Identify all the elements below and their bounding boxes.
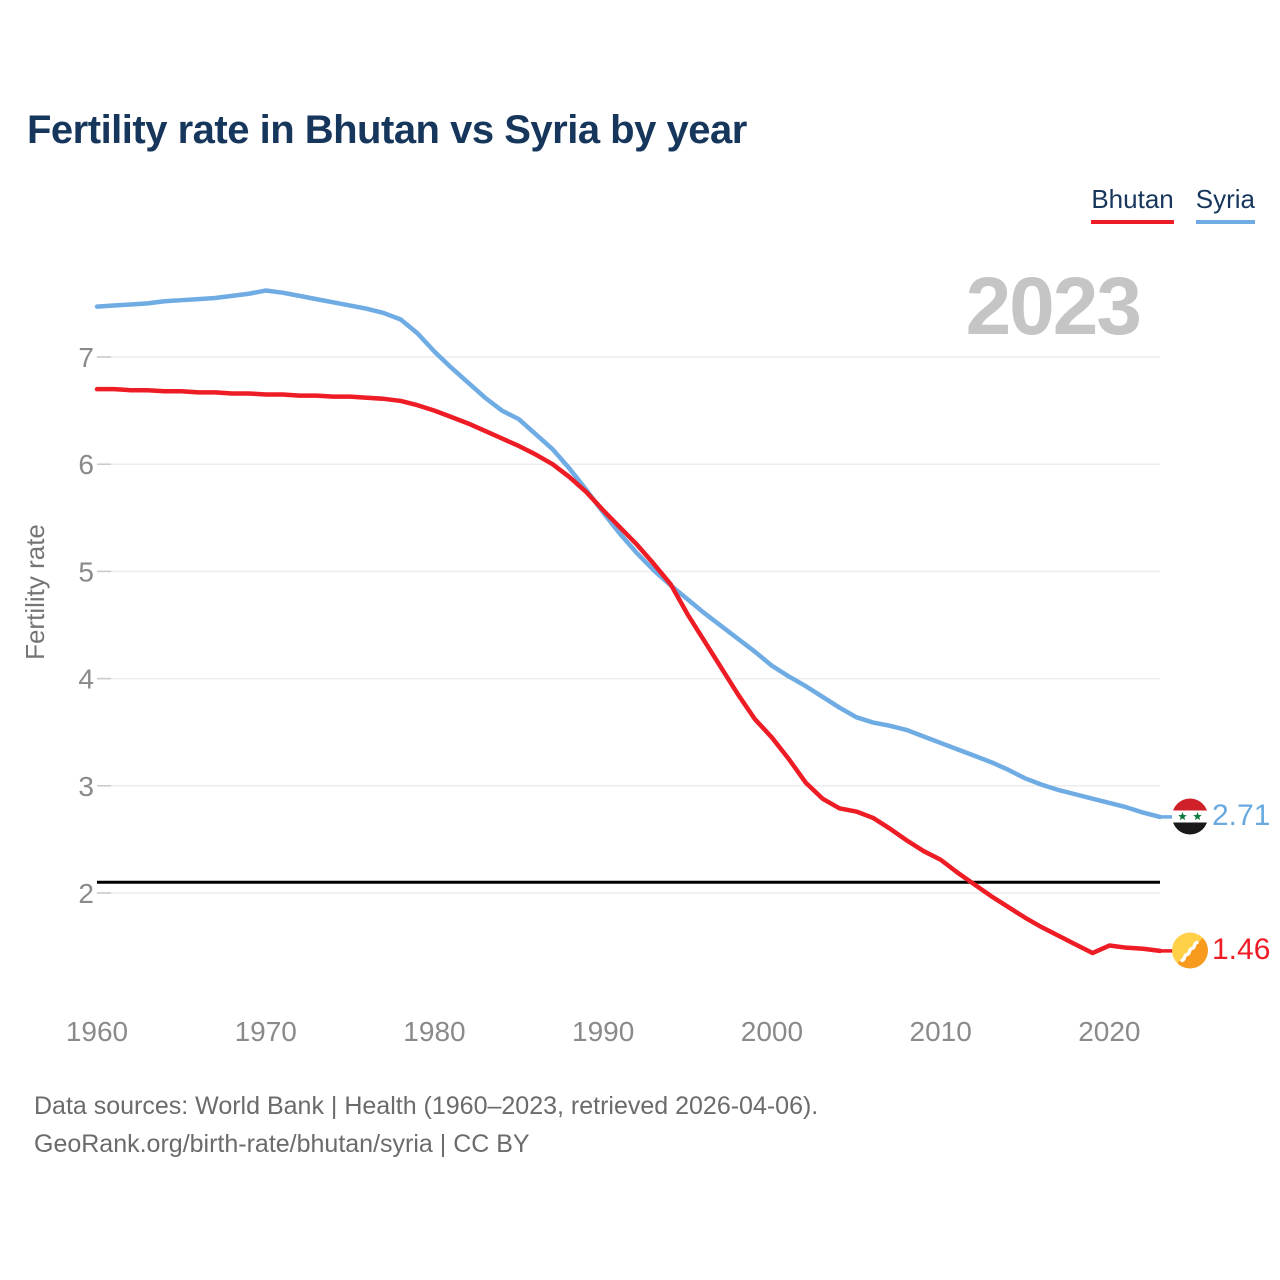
y-tick-label: 6	[78, 449, 94, 480]
syria-end-value: 2.71	[1212, 799, 1271, 832]
x-tick-label: 2010	[910, 1016, 972, 1047]
legend: Bhutan Syria	[1091, 184, 1255, 224]
y-axis-title: Fertility rate	[20, 524, 50, 660]
line-syria	[94, 288, 1163, 820]
bhutan-end-value: 1.46	[1212, 933, 1271, 966]
y-tick-label: 4	[78, 664, 94, 695]
legend-item-syria[interactable]: Syria	[1195, 184, 1255, 224]
footer: Data sources: World Bank | Health (1960–…	[34, 1087, 818, 1163]
syria-flag-icon	[1172, 798, 1208, 835]
footer-sources: Data sources: World Bank | Health (1960–…	[34, 1092, 819, 1120]
footer-link: GeoRank.org/birth-rate/bhutan/syria | CC…	[34, 1130, 530, 1158]
year-watermark: 2023	[965, 261, 1142, 352]
x-tick-label: 2000	[741, 1016, 803, 1047]
legend-item-bhutan[interactable]: Bhutan	[1091, 184, 1174, 224]
y-tick-label: 3	[78, 771, 94, 802]
x-tick-label: 1960	[66, 1016, 128, 1047]
bhutan-flag-icon	[1172, 932, 1208, 969]
y-tick-label: 5	[78, 556, 94, 587]
x-tick-label: 1980	[403, 1016, 465, 1047]
x-tick-label: 1990	[572, 1016, 634, 1047]
x-tick-label: 2020	[1078, 1016, 1140, 1047]
line-bhutan	[94, 386, 1163, 956]
y-tick-label: 2	[78, 878, 94, 909]
x-tick-label: 1970	[235, 1016, 297, 1047]
page-title: Fertility rate in Bhutan vs Syria by yea…	[27, 108, 747, 152]
y-tick-label: 7	[78, 342, 94, 373]
